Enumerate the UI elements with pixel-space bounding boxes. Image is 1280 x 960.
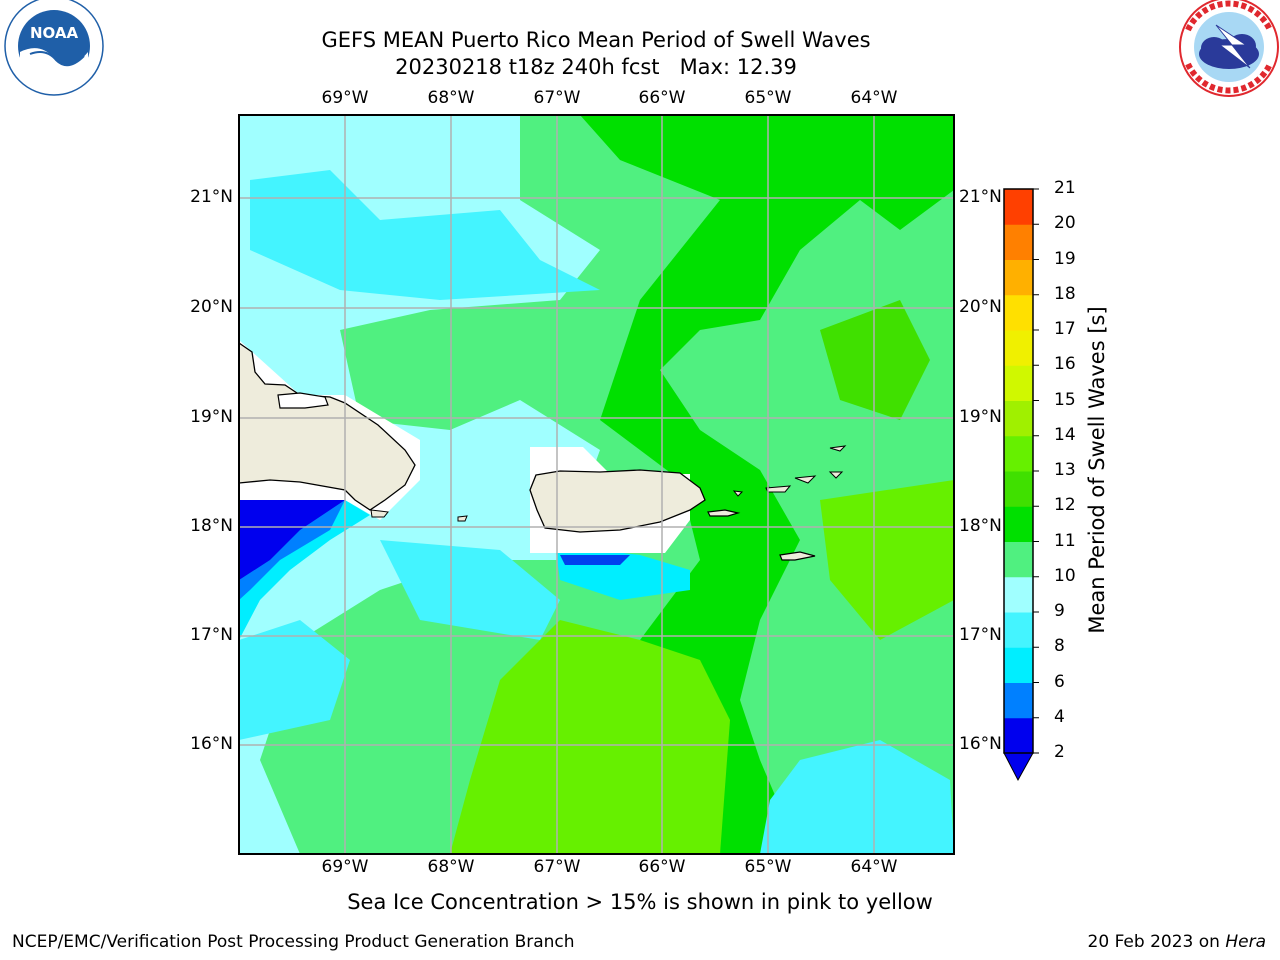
field-6-8s-sw [760, 740, 954, 854]
colorbar-tick-label: 9 [1054, 601, 1065, 621]
lat-label-left-17n: 17°N [190, 625, 233, 645]
small-islands [370, 445, 847, 522]
colorbar-tick-label: 18 [1054, 283, 1076, 304]
colorbar-tick-label: 16 [1054, 354, 1076, 375]
colorbar-segment [1004, 647, 1033, 683]
colorbar-tick-label: 12 [1054, 495, 1076, 516]
field-under-2s [239, 500, 345, 580]
lon-label-bottom-67w: 67°W [533, 857, 581, 877]
lon-label-bottom-64w: 64°W [850, 857, 898, 877]
colorbar-segment [1004, 294, 1033, 331]
colorbar-frame [1003, 188, 1034, 754]
colorbar-segment [1004, 576, 1033, 613]
field-6-8s-c [380, 540, 560, 640]
field-11-12s-a [820, 300, 930, 420]
lat-label-left-21n: 21°N [190, 187, 233, 207]
graticule [239, 115, 954, 854]
lon-label-top-65w: 65°W [744, 88, 792, 108]
colorbar-segment [1004, 682, 1033, 719]
noaa-logo: NOAA [4, 0, 104, 96]
map-frame [238, 114, 955, 855]
vieques-land [707, 509, 741, 517]
colorbar-tick-label: 21 [1054, 178, 1076, 198]
colorbar-segment [1004, 506, 1033, 542]
lat-label-left-16n: 16°N [190, 734, 233, 754]
lat-label-right-19n: 19°N [959, 407, 1002, 427]
colorbar-segment [1004, 189, 1033, 225]
footer-branch: NCEP/EMC/Verification Post Processing Pr… [12, 932, 575, 952]
st-croix-land [779, 551, 816, 561]
lon-label-top-69w: 69°W [321, 88, 369, 108]
colorbar-segment [1004, 717, 1033, 754]
field-under-2s-pr [560, 555, 630, 565]
field-south-green [450, 620, 730, 854]
colorbar-tick-label: 6 [1054, 671, 1065, 692]
lat-label-left-18n: 18°N [190, 516, 233, 536]
nws-logo [1179, 0, 1279, 97]
colorbar-segment [1004, 471, 1033, 507]
footer-machine: Hera [1225, 932, 1266, 952]
lat-label-left-20n: 20°N [190, 297, 233, 317]
lat-label-left-19n: 19°N [190, 407, 233, 427]
colorbar-title: Mean Period of Swell Waves [s] [1085, 306, 1109, 634]
colorbar-segment [1004, 400, 1033, 437]
lon-label-bottom-69w: 69°W [321, 857, 369, 877]
lat-label-right-21n: 21°N [959, 187, 1002, 207]
colorbar-segment [1004, 435, 1033, 472]
culebra-land [732, 490, 744, 497]
colorbar-tick-label: 15 [1054, 389, 1076, 410]
lon-label-top-68w: 68°W [427, 88, 475, 108]
colorbar-tick-label: 17 [1054, 319, 1076, 339]
colorbar-tick-label: 11 [1054, 530, 1076, 551]
colorbar-tick-label: 10 [1054, 565, 1076, 586]
lon-label-top-67w: 67°W [533, 88, 581, 108]
sea-ice-note: Sea Ice Concentration > 15% is shown in … [347, 890, 933, 914]
lon-label-bottom-66w: 66°W [638, 857, 686, 877]
colorbar [1004, 188, 1039, 754]
colorbar-under-triangle [1003, 752, 1034, 782]
hispaniola-land [239, 342, 416, 511]
colorbar-tick-label: 14 [1054, 424, 1076, 445]
lat-label-right-17n: 17°N [959, 625, 1002, 645]
lon-label-bottom-68w: 68°W [427, 857, 475, 877]
colorbar-segment [1004, 365, 1033, 401]
chart-title: GEFS MEAN Puerto Rico Mean Period of Swe… [321, 28, 871, 52]
lat-label-right-16n: 16°N [959, 734, 1002, 754]
colorbar-segment [1004, 224, 1033, 260]
lon-label-top-66w: 66°W [638, 88, 686, 108]
lon-label-bottom-65w: 65°W [744, 857, 792, 877]
colorbar-tick-label: 19 [1054, 248, 1076, 269]
field-6-8s-nw [250, 170, 600, 300]
colorbar-tick-label: 4 [1054, 706, 1065, 727]
colorbar-tick-label: 8 [1054, 636, 1065, 657]
field-11-12s-b [820, 480, 954, 640]
field-6-8s-w [239, 620, 350, 740]
swell-period-field [239, 115, 954, 854]
colorbar-segment [1004, 259, 1033, 296]
colorbar-tick-label: 13 [1054, 460, 1076, 480]
footer-date: 20 Feb 2023 on Hera [1088, 932, 1266, 952]
colorbar-segment [1004, 330, 1033, 366]
footer-date-text: 20 Feb 2023 on [1087, 932, 1226, 952]
lat-label-right-18n: 18°N [959, 516, 1002, 536]
colorbar-tick-label: 2 [1054, 742, 1065, 762]
colorbar-tick-label: 20 [1054, 213, 1076, 234]
colorbar-segment [1004, 612, 1033, 648]
hispaniola-bay [277, 392, 329, 409]
lat-label-right-20n: 20°N [959, 297, 1002, 317]
lon-label-top-64w: 64°W [850, 88, 898, 108]
chart-subtitle: 20230218 t18z 240h fcst Max: 12.39 [395, 55, 797, 79]
noaa-logo-text: NOAA [30, 24, 79, 42]
colorbar-segment [1004, 541, 1033, 578]
